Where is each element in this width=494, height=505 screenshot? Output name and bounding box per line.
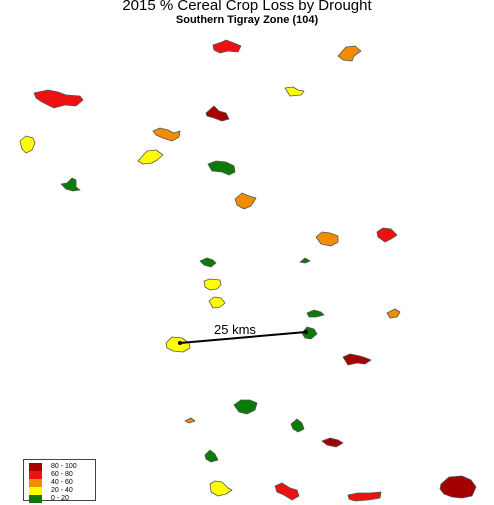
woreda-polygon bbox=[386, 308, 401, 319]
woreda-polygon bbox=[337, 45, 362, 62]
woreda-polygon bbox=[274, 482, 300, 501]
woreda-polygon bbox=[212, 39, 242, 54]
woreda-polygon bbox=[19, 135, 36, 154]
scale-bar-line bbox=[179, 331, 307, 344]
woreda-polygon bbox=[376, 227, 398, 243]
scale-bar-label: 25 kms bbox=[214, 322, 256, 337]
woreda-polygon bbox=[199, 257, 217, 268]
woreda-polygon bbox=[321, 437, 344, 448]
legend-swatch bbox=[29, 471, 42, 479]
woreda-polygon bbox=[203, 278, 222, 291]
woreda-polygon bbox=[284, 86, 305, 97]
woreda-polygon bbox=[205, 105, 230, 122]
map-subtitle: Southern Tigray Zone (104) bbox=[175, 14, 319, 26]
woreda-polygon bbox=[233, 399, 258, 415]
legend-swatch bbox=[29, 479, 42, 487]
woreda-polygon bbox=[290, 418, 305, 433]
map-title: 2015 % Cereal Crop Loss by Drought bbox=[122, 0, 372, 14]
legend-swatch bbox=[29, 495, 42, 503]
scale-bar-start-marker bbox=[178, 341, 182, 345]
legend-label: 40 - 60 bbox=[51, 479, 73, 486]
woreda-polygon bbox=[209, 480, 233, 497]
scale-bar-end-marker bbox=[304, 330, 308, 334]
woreda-polygon bbox=[315, 231, 339, 247]
woreda-polygon bbox=[301, 326, 318, 340]
woreda-polygon bbox=[207, 160, 236, 176]
woreda-polygon bbox=[299, 257, 311, 264]
legend-swatch bbox=[29, 463, 42, 471]
woreda-polygon bbox=[342, 353, 372, 366]
legend-label: 0 - 20 bbox=[51, 495, 69, 502]
woreda-polygon bbox=[165, 336, 191, 353]
legend-swatch bbox=[29, 487, 42, 495]
woreda-polygon bbox=[234, 192, 257, 210]
woreda-polygon bbox=[347, 491, 382, 502]
woreda-polygon bbox=[204, 449, 219, 463]
woreda-polygon bbox=[184, 417, 196, 424]
woreda-polygon bbox=[152, 127, 181, 142]
woreda-polygon bbox=[439, 475, 477, 499]
legend-label: 80 - 100 bbox=[51, 463, 77, 470]
woreda-polygon bbox=[33, 89, 84, 109]
woreda-polygon bbox=[137, 149, 164, 165]
legend: 80 - 100 60 - 80 40 - 60 20 - 40 0 - 20 bbox=[23, 459, 96, 503]
legend-label: 20 - 40 bbox=[51, 487, 73, 494]
woreda-polygon bbox=[306, 309, 325, 318]
legend-label: 60 - 80 bbox=[51, 471, 73, 478]
woreda-polygon bbox=[60, 177, 81, 192]
woreda-polygon bbox=[208, 296, 226, 309]
